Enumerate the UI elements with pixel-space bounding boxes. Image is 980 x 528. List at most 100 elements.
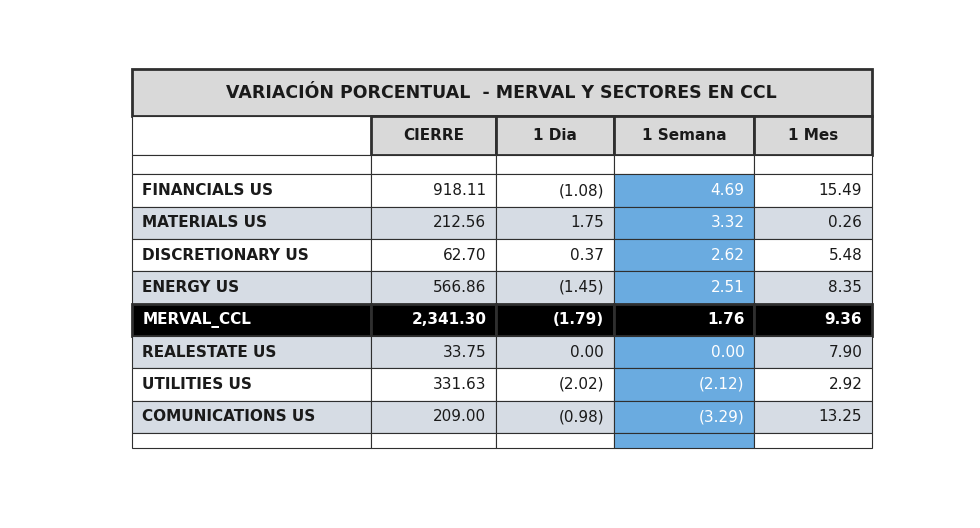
- FancyBboxPatch shape: [613, 369, 755, 401]
- Text: 331.63: 331.63: [433, 377, 486, 392]
- FancyBboxPatch shape: [496, 433, 613, 448]
- FancyBboxPatch shape: [755, 155, 872, 174]
- FancyBboxPatch shape: [496, 116, 613, 155]
- FancyBboxPatch shape: [370, 239, 496, 271]
- Text: 1.75: 1.75: [570, 215, 604, 230]
- FancyBboxPatch shape: [613, 155, 755, 174]
- FancyBboxPatch shape: [496, 271, 613, 304]
- FancyBboxPatch shape: [131, 239, 370, 271]
- FancyBboxPatch shape: [370, 304, 496, 336]
- Text: 2.51: 2.51: [710, 280, 745, 295]
- FancyBboxPatch shape: [496, 206, 613, 239]
- Text: 212.56: 212.56: [433, 215, 486, 230]
- FancyBboxPatch shape: [755, 116, 872, 155]
- Text: 3.32: 3.32: [710, 215, 745, 230]
- Text: 1 Mes: 1 Mes: [788, 128, 839, 143]
- Text: 0.00: 0.00: [710, 345, 745, 360]
- FancyBboxPatch shape: [131, 116, 370, 155]
- FancyBboxPatch shape: [613, 206, 755, 239]
- FancyBboxPatch shape: [613, 174, 755, 206]
- FancyBboxPatch shape: [496, 401, 613, 433]
- FancyBboxPatch shape: [370, 206, 496, 239]
- Text: FINANCIALS US: FINANCIALS US: [142, 183, 273, 198]
- Text: 2,341.30: 2,341.30: [412, 312, 486, 327]
- Text: 9.36: 9.36: [824, 312, 862, 327]
- FancyBboxPatch shape: [613, 116, 755, 155]
- FancyBboxPatch shape: [755, 271, 872, 304]
- FancyBboxPatch shape: [370, 271, 496, 304]
- Text: (1.45): (1.45): [559, 280, 604, 295]
- FancyBboxPatch shape: [131, 304, 370, 336]
- FancyBboxPatch shape: [496, 239, 613, 271]
- FancyBboxPatch shape: [496, 369, 613, 401]
- Text: (2.02): (2.02): [559, 377, 604, 392]
- Text: REALESTATE US: REALESTATE US: [142, 345, 276, 360]
- FancyBboxPatch shape: [131, 271, 370, 304]
- FancyBboxPatch shape: [755, 304, 872, 336]
- FancyBboxPatch shape: [496, 304, 613, 336]
- Text: CIERRE: CIERRE: [403, 128, 464, 143]
- FancyBboxPatch shape: [131, 174, 370, 206]
- Text: 33.75: 33.75: [443, 345, 486, 360]
- FancyBboxPatch shape: [370, 433, 496, 448]
- FancyBboxPatch shape: [131, 433, 370, 448]
- FancyBboxPatch shape: [131, 401, 370, 433]
- FancyBboxPatch shape: [496, 336, 613, 369]
- Text: 566.86: 566.86: [433, 280, 486, 295]
- Text: 918.11: 918.11: [433, 183, 486, 198]
- Text: 0.26: 0.26: [828, 215, 862, 230]
- Text: 7.90: 7.90: [828, 345, 862, 360]
- Text: 0.37: 0.37: [570, 248, 604, 262]
- Text: VARIACIÓN PORCENTUAL  - MERVAL Y SECTORES EN CCL: VARIACIÓN PORCENTUAL - MERVAL Y SECTORES…: [226, 84, 777, 102]
- Text: 1 Semana: 1 Semana: [642, 128, 726, 143]
- FancyBboxPatch shape: [613, 433, 755, 448]
- FancyBboxPatch shape: [613, 239, 755, 271]
- Text: MERVAL_CCL: MERVAL_CCL: [142, 312, 251, 328]
- Text: 2.92: 2.92: [828, 377, 862, 392]
- Text: DISCRETIONARY US: DISCRETIONARY US: [142, 248, 309, 262]
- FancyBboxPatch shape: [755, 336, 872, 369]
- FancyBboxPatch shape: [131, 155, 370, 174]
- FancyBboxPatch shape: [370, 369, 496, 401]
- FancyBboxPatch shape: [755, 433, 872, 448]
- FancyBboxPatch shape: [370, 174, 496, 206]
- Text: (0.98): (0.98): [559, 409, 604, 425]
- FancyBboxPatch shape: [755, 401, 872, 433]
- Text: 5.48: 5.48: [828, 248, 862, 262]
- FancyBboxPatch shape: [370, 336, 496, 369]
- Text: (1.79): (1.79): [553, 312, 604, 327]
- FancyBboxPatch shape: [131, 70, 872, 116]
- FancyBboxPatch shape: [131, 369, 370, 401]
- FancyBboxPatch shape: [613, 336, 755, 369]
- FancyBboxPatch shape: [755, 174, 872, 206]
- FancyBboxPatch shape: [370, 401, 496, 433]
- Text: 2.62: 2.62: [710, 248, 745, 262]
- FancyBboxPatch shape: [370, 155, 496, 174]
- FancyBboxPatch shape: [755, 206, 872, 239]
- Text: 8.35: 8.35: [828, 280, 862, 295]
- FancyBboxPatch shape: [131, 206, 370, 239]
- FancyBboxPatch shape: [496, 174, 613, 206]
- FancyBboxPatch shape: [131, 336, 370, 369]
- FancyBboxPatch shape: [613, 271, 755, 304]
- Text: UTILITIES US: UTILITIES US: [142, 377, 252, 392]
- Text: 15.49: 15.49: [818, 183, 862, 198]
- Text: (3.29): (3.29): [699, 409, 745, 425]
- Text: (1.08): (1.08): [559, 183, 604, 198]
- Text: 62.70: 62.70: [443, 248, 486, 262]
- Text: 0.00: 0.00: [570, 345, 604, 360]
- FancyBboxPatch shape: [370, 116, 496, 155]
- FancyBboxPatch shape: [755, 369, 872, 401]
- Text: ENERGY US: ENERGY US: [142, 280, 239, 295]
- Text: 4.69: 4.69: [710, 183, 745, 198]
- FancyBboxPatch shape: [613, 304, 755, 336]
- Text: 209.00: 209.00: [433, 409, 486, 425]
- FancyBboxPatch shape: [755, 239, 872, 271]
- Text: MATERIALS US: MATERIALS US: [142, 215, 268, 230]
- Text: 1.76: 1.76: [707, 312, 745, 327]
- Text: 13.25: 13.25: [818, 409, 862, 425]
- Text: (2.12): (2.12): [699, 377, 745, 392]
- Text: 1 Dia: 1 Dia: [533, 128, 577, 143]
- Text: COMUNICATIONS US: COMUNICATIONS US: [142, 409, 316, 425]
- FancyBboxPatch shape: [496, 155, 613, 174]
